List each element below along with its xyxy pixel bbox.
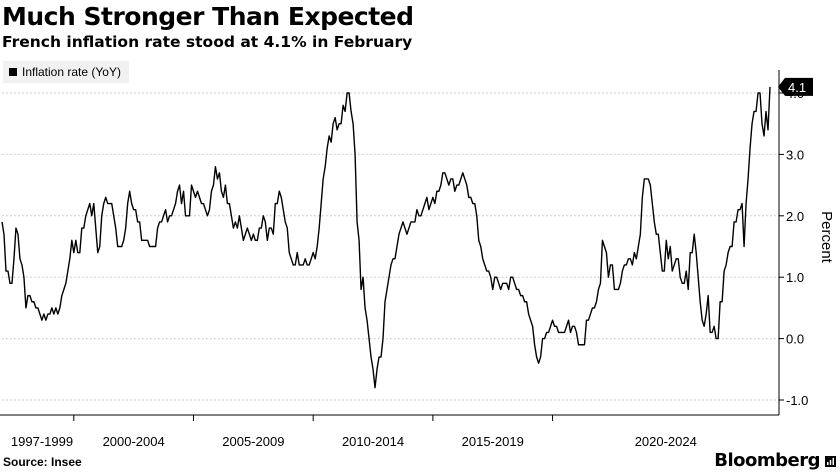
y-tick-label: -1.0 [786, 393, 808, 408]
y-tick-label: 1.0 [786, 270, 804, 285]
gridlines [2, 92, 779, 401]
last-value-label: 4.1 [788, 80, 806, 95]
y-tick-label: 2.0 [786, 209, 804, 224]
x-tick-label: 1997-1999 [11, 434, 73, 449]
last-value-badge [778, 77, 813, 96]
y-tick-label: 3.0 [786, 147, 804, 162]
series-line-inflation-rate [1, 86, 771, 389]
x-tick-label: 2015-2019 [462, 434, 524, 449]
y-axis-label: Percent [818, 211, 835, 264]
x-tick-label: 2005-2009 [222, 434, 284, 449]
x-tick-label: 2010-2014 [342, 434, 404, 449]
bloomberg-terminal-icon [825, 456, 836, 467]
x-axis: 1997-1999 2000-2004 2005-2009 2010-2014 2015… [0, 414, 779, 449]
legend: Inflation rate (YoY) [3, 61, 129, 83]
legend-label: Inflation rate (YoY) [22, 65, 121, 79]
y-tick-label: 0.0 [786, 332, 804, 347]
last-value-callout: 4.1 [778, 77, 813, 96]
brand-logo: Bloomberg [714, 450, 820, 471]
x-tick-label: 2000-2004 [103, 434, 165, 449]
legend-swatch [9, 68, 17, 76]
y-axis: 4.03.02.01.00.0-1.0 [778, 70, 808, 415]
chart-title: Much Stronger Than Expected [2, 2, 414, 31]
x-tick-label: 2020-2024 [635, 434, 697, 449]
chart-subtitle: French inflation rate stood at 4.1% in F… [2, 33, 413, 51]
source-note: Source: Insee [3, 455, 82, 469]
